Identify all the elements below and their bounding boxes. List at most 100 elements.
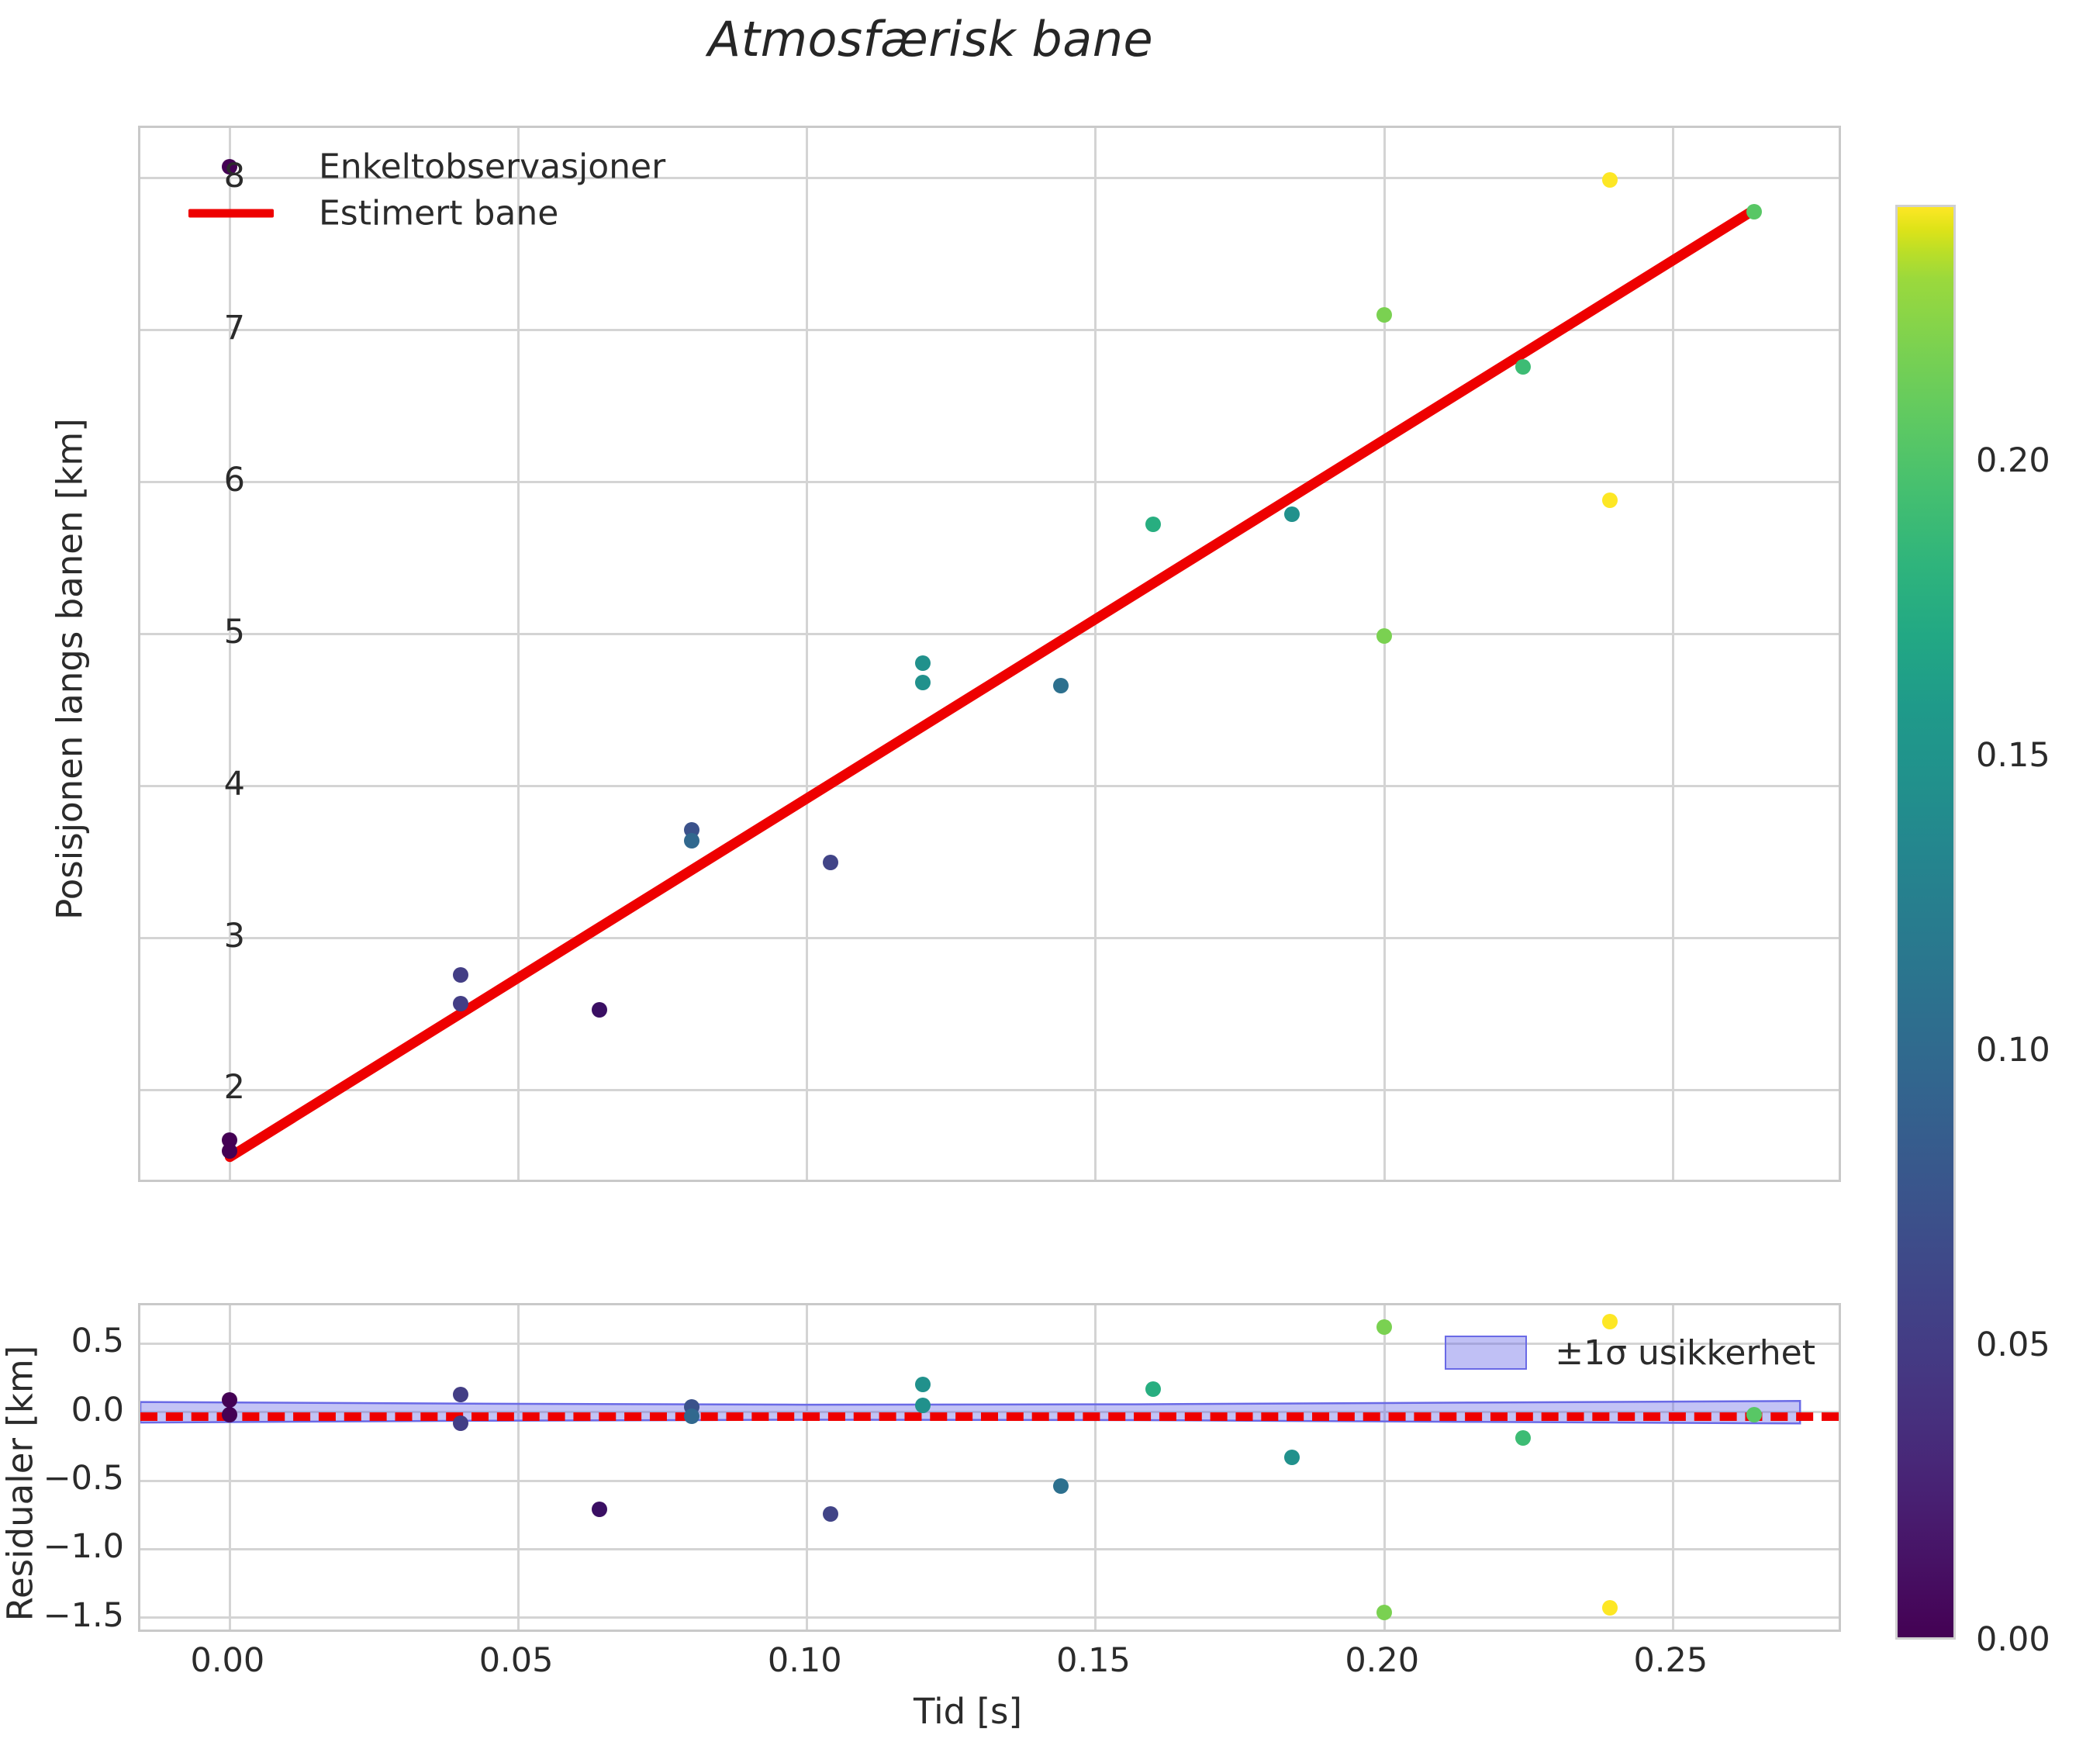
scatter-point (914, 655, 931, 671)
gridline-horizontal (140, 1479, 1839, 1482)
scatter-point (453, 966, 469, 983)
residual-point (1746, 1407, 1762, 1423)
gridline-vertical (1094, 1305, 1097, 1630)
gridline-vertical (1094, 128, 1097, 1180)
x-tick-label: 0.25 (1633, 1641, 1708, 1680)
colorbar-tick-label: 0.15 (1976, 736, 2050, 776)
gridline-vertical (1671, 1305, 1674, 1630)
gridline-horizontal (140, 937, 1839, 940)
residual-point (1053, 1478, 1069, 1495)
gridline-horizontal (140, 177, 1839, 180)
residual-y-tick-label: 0.5 (71, 1322, 124, 1361)
x-tick-label: 0.10 (767, 1641, 842, 1680)
colorbar-tick-label: 0.05 (1976, 1326, 2050, 1365)
legend-sigma-band-label: ±1σ usikkerhet (1555, 1332, 1815, 1373)
gridline-horizontal (140, 1342, 1839, 1345)
scatter-point (1145, 517, 1162, 533)
residual-point (1601, 1314, 1618, 1330)
residual-point (683, 1408, 699, 1425)
residual-point (1376, 1319, 1393, 1336)
residual-point (453, 1386, 469, 1402)
residual-point (914, 1377, 931, 1393)
gridline-horizontal (140, 1616, 1839, 1619)
legend-entry-scatter: Enkeltobservasjoner (171, 145, 665, 188)
scatter-point (222, 1142, 238, 1159)
scatter-point (1601, 493, 1618, 509)
gridline-vertical (228, 128, 231, 1180)
colorbar-tick-label: 0.20 (1976, 441, 2050, 481)
main-legend: Enkeltobservasjoner Estimert bane (171, 145, 665, 238)
residual-plot-axes: ±1σ usikkerhet (138, 1303, 1841, 1632)
legend-entry-line: Estimert bane (171, 192, 558, 235)
x-tick-label: 0.15 (1056, 1641, 1131, 1680)
estimated-trajectory-line (224, 205, 1760, 1163)
main-plot-area (140, 128, 1839, 1180)
legend-scatter-label: Enkeltobservasjoner (319, 147, 666, 187)
gridline-horizontal (140, 785, 1839, 788)
scatter-point (1376, 307, 1393, 323)
residual-y-tick-label: −1.0 (43, 1527, 124, 1567)
gridline-horizontal (140, 481, 1839, 484)
main-y-axis-label: Posisjonen langs banen [km] (49, 418, 91, 920)
residual-point (1601, 1600, 1618, 1616)
scatter-point (914, 675, 931, 691)
figure-title: Atmosfærisk bane (707, 11, 1154, 67)
scatter-point (1284, 506, 1300, 522)
legend-line-swatch-icon (188, 209, 274, 218)
scatter-point (1053, 678, 1069, 694)
scatter-point (1376, 627, 1393, 644)
residual-point (222, 1407, 238, 1423)
residual-y-tick-label: −0.5 (43, 1459, 124, 1498)
main-plot-axes: Enkeltobservasjoner Estimert bane (138, 126, 1841, 1182)
gridline-horizontal (140, 1088, 1839, 1091)
scatter-point (1515, 358, 1531, 375)
residual-point (453, 1415, 469, 1431)
residual-point (822, 1505, 838, 1522)
legend-line-label: Estimert bane (319, 193, 559, 233)
residual-point (914, 1397, 931, 1413)
scatter-point (683, 833, 699, 849)
colorbar-gradient (1895, 205, 1956, 1640)
gridline-vertical (1383, 1305, 1386, 1630)
legend-sigma-band-swatch-icon (1445, 1336, 1528, 1370)
gridline-vertical (1671, 128, 1674, 1180)
gridline-vertical (806, 128, 809, 1180)
gridline-horizontal (140, 633, 1839, 636)
main-y-tick-label: 2 (223, 1068, 245, 1108)
residual-zero-line (140, 1412, 1839, 1421)
x-tick-label: 0.00 (190, 1641, 265, 1680)
main-y-tick-label: 7 (223, 308, 245, 347)
residual-point (1284, 1450, 1300, 1466)
residual-point (1145, 1381, 1162, 1397)
x-tick-label: 0.20 (1345, 1641, 1420, 1680)
residual-y-tick-label: −1.5 (43, 1595, 124, 1635)
scatter-point (1746, 203, 1762, 219)
colorbar: Tid [s] 0.20 0.15 0.10 0.05 0.00 (1895, 205, 2100, 1659)
scatter-point (822, 854, 838, 870)
gridline-vertical (1383, 128, 1386, 1180)
legend-scatter-dot-icon (222, 159, 237, 175)
residual-y-tick-label: 0.0 (71, 1390, 124, 1429)
main-y-tick-label: 3 (223, 916, 245, 956)
residual-point (591, 1502, 607, 1518)
residual-point (1376, 1604, 1393, 1620)
residual-legend: ±1σ usikkerhet (1445, 1327, 1815, 1378)
colorbar-tick-label: 0.10 (1976, 1031, 2050, 1070)
colorbar-tick-label: 0.00 (1976, 1620, 2050, 1659)
scatter-point (591, 1001, 607, 1018)
gridline-vertical (806, 1305, 809, 1630)
gridline-horizontal (140, 1547, 1839, 1550)
main-y-tick-label: 6 (223, 460, 245, 499)
gridline-vertical (228, 1305, 231, 1630)
main-y-tick-label: 4 (223, 764, 245, 804)
scatter-point (1601, 171, 1618, 188)
residual-plot-area (140, 1305, 1839, 1630)
gridline-vertical (517, 128, 520, 1180)
main-y-tick-label: 5 (223, 612, 245, 652)
x-tick-label: 0.05 (478, 1641, 554, 1680)
main-y-tick-label: 8 (223, 156, 245, 195)
gridline-horizontal (140, 329, 1839, 332)
scatter-point (453, 995, 469, 1011)
residual-point (222, 1391, 238, 1408)
